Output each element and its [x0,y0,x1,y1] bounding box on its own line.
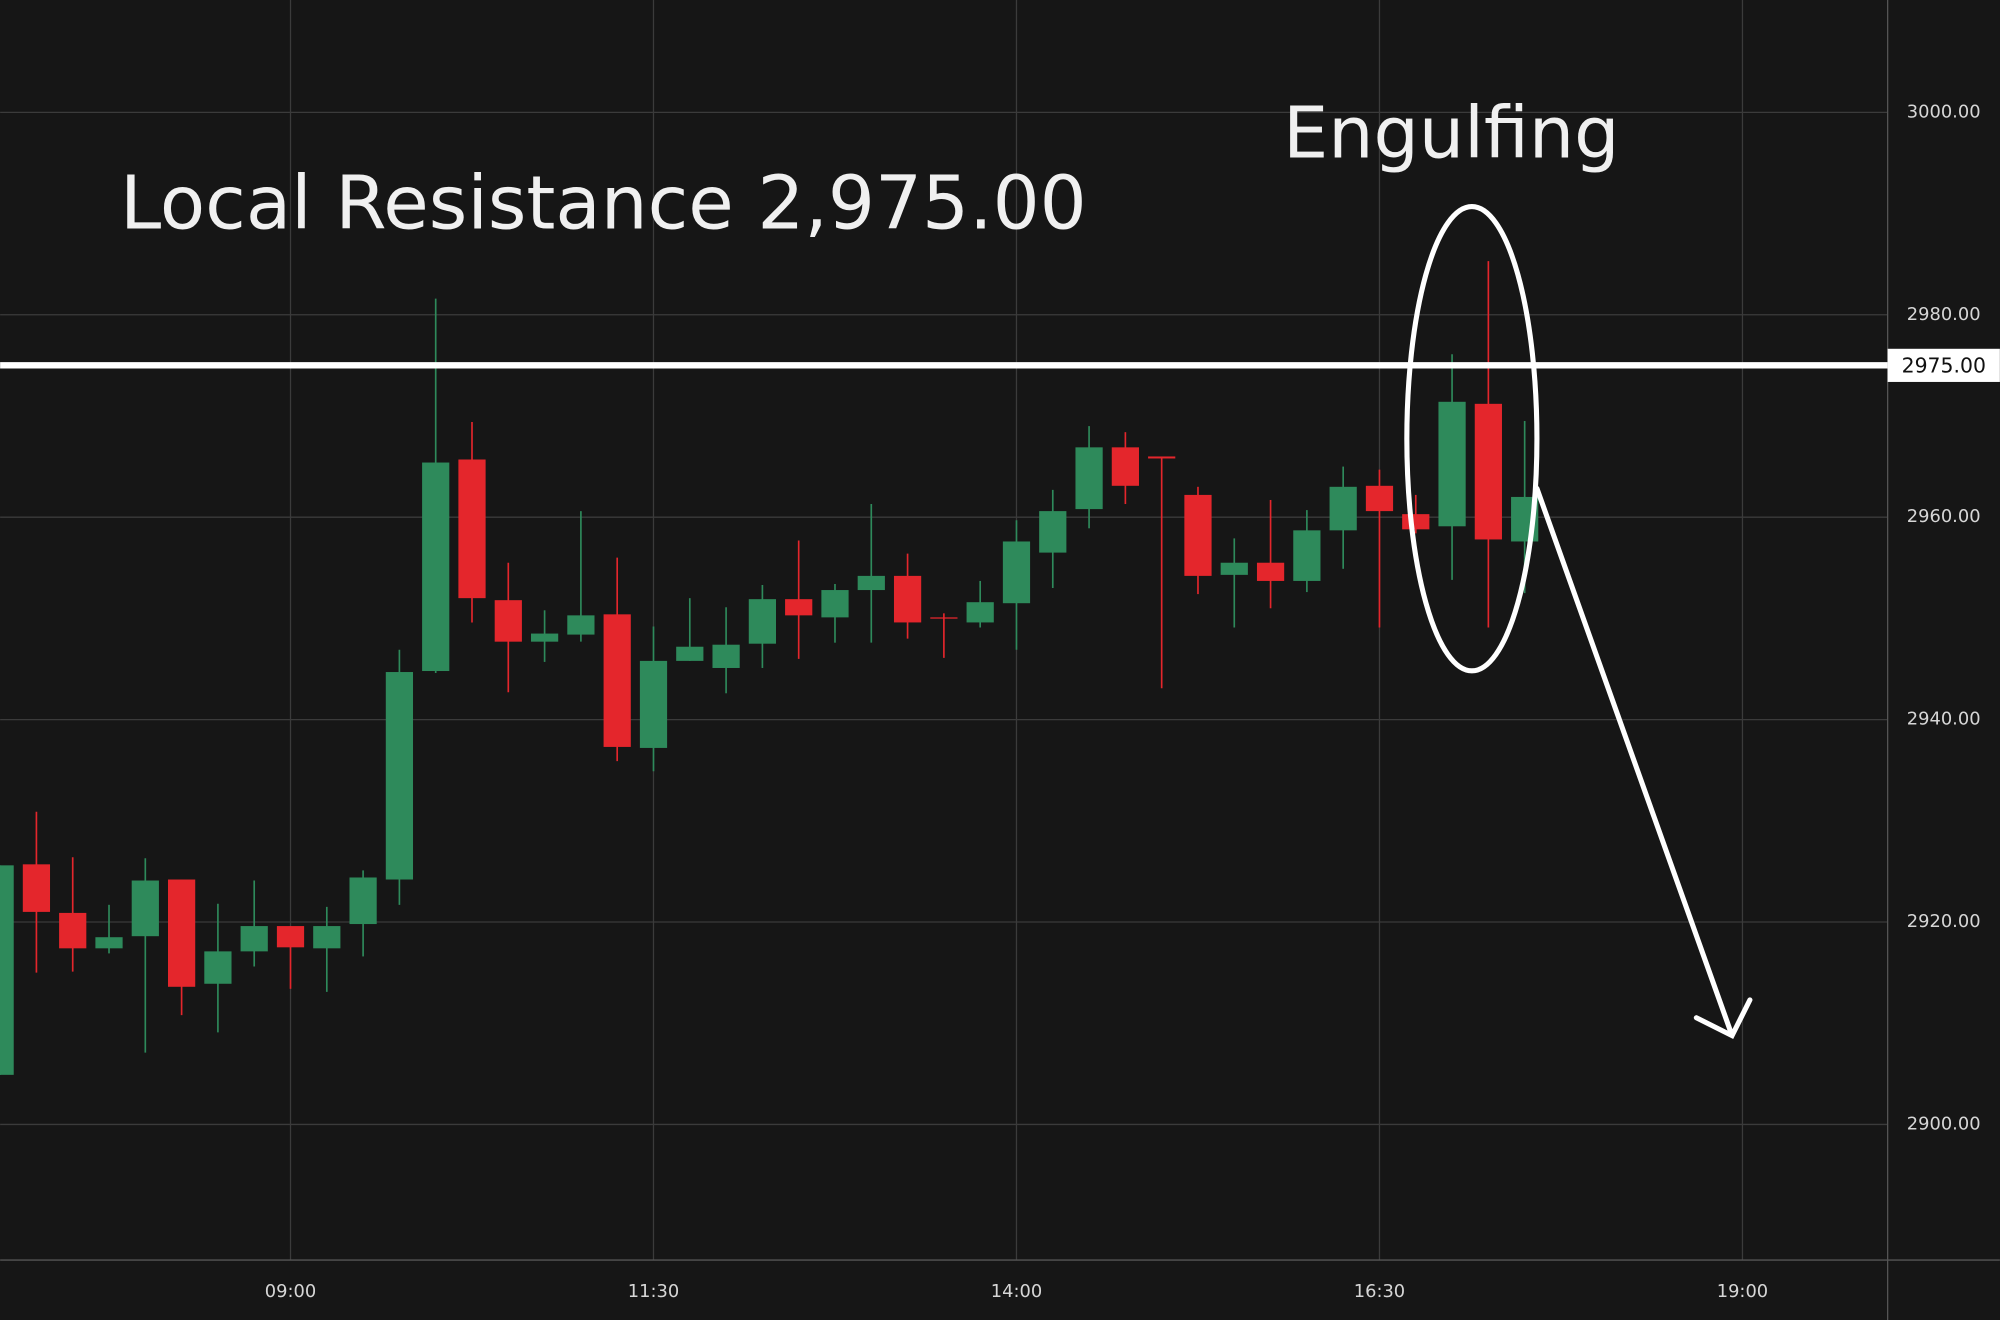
candle-body [1075,447,1103,510]
price-marker [1887,348,2000,382]
candle-body [603,614,631,747]
y-tick-label: 2960.00 [1907,506,1981,527]
candle-body [131,880,159,937]
candle-body [1329,486,1357,531]
candle-body [95,937,123,949]
candle-body [313,926,341,949]
x-tick-label: 14:00 [991,1281,1042,1302]
candle-body [1256,562,1285,581]
candle-body [966,602,994,623]
candle-body [167,879,196,987]
candle-body [676,646,704,661]
candle-body [1039,511,1067,553]
candle-body [1293,530,1321,581]
candle-body [22,864,51,912]
x-tick-label: 11:30 [628,1281,679,1302]
candle-body [1438,401,1466,527]
candle-body [240,926,268,952]
y-tick-label: 3000.00 [1907,101,1981,122]
candle-body [785,599,813,616]
y-tick-label: 2900.00 [1907,1113,1981,1134]
candle-body [0,865,14,1075]
y-tick-label: 2980.00 [1907,304,1981,325]
candle-body [494,600,522,642]
y-tick-label: 2940.00 [1907,709,1981,730]
candle-body [530,633,559,642]
candle-body [712,644,740,668]
down-arrow [1534,485,1753,1040]
overlay: 2975.00 [0,348,2000,382]
x-tick-label: 19:00 [1717,1281,1768,1302]
candle-body [422,462,450,672]
candle-body [821,590,849,618]
y-tick-label: 2920.00 [1907,911,1981,932]
candles [0,261,1539,1075]
x-tick-label: 16:30 [1354,1281,1405,1302]
candle-body [276,926,305,948]
candle-body [349,877,377,925]
candle-body [1365,485,1394,512]
candle-body [639,660,668,748]
candle-body [567,615,595,635]
candle-body [1220,562,1248,575]
candle-body [385,672,414,880]
grid: 2900.00 2920.00 2940.00 2960.00 2980.00 3000.… [0,0,1981,1302]
candle-body [1402,514,1430,530]
candle-body [748,599,777,644]
x-tick-label: 09:00 [265,1281,316,1302]
candle-body [893,575,922,623]
candle-body [857,575,885,591]
candle-body [1148,456,1176,459]
candle-body [1002,541,1031,604]
candle-body [59,912,87,949]
candle-body [458,459,486,599]
candle-body [204,951,232,984]
candle-body [1111,447,1139,486]
candle-body [1474,403,1502,540]
annotation: Engulfing [1283,91,1619,174]
highlight-ellipse [1404,204,1540,674]
candle-body [1184,494,1212,576]
candle-body [930,617,958,619]
price-marker-label: 2975.00 [1902,354,1986,378]
chart-title: Local Resistance 2,975.00 [120,160,1087,246]
